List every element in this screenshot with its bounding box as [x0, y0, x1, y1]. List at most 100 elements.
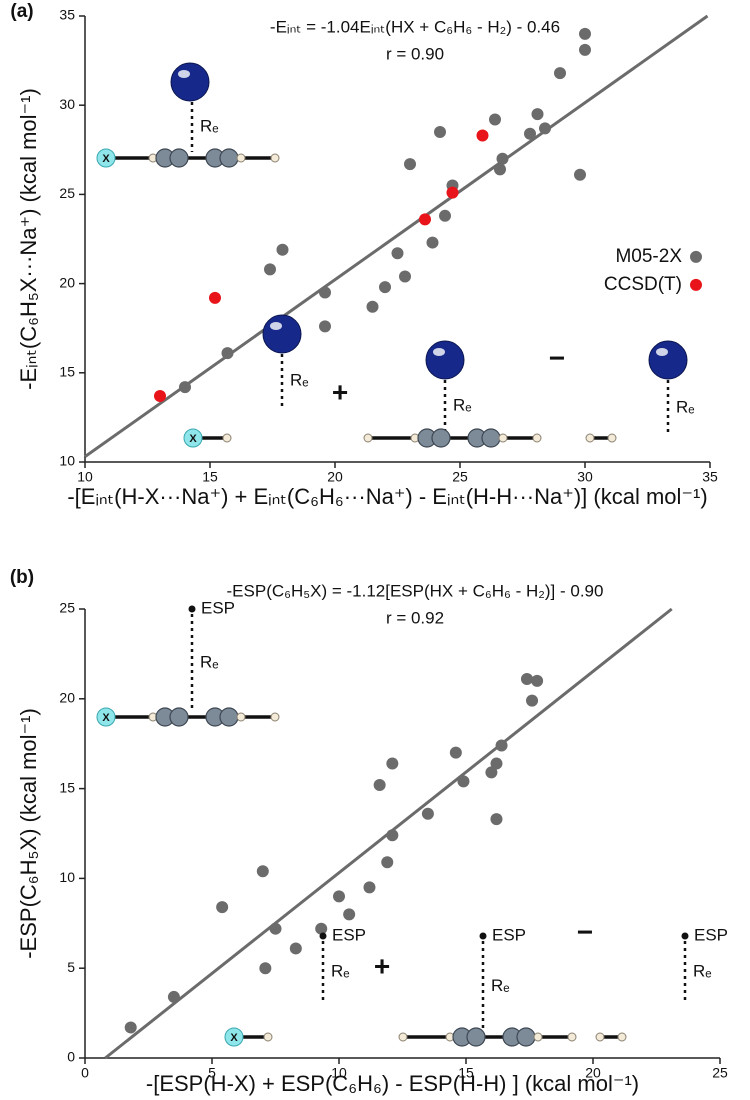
data-point — [379, 281, 391, 294]
carbon-atom — [169, 707, 189, 727]
distance-label: Rₑ — [290, 370, 309, 389]
data-point — [319, 320, 331, 333]
data-point — [434, 125, 446, 138]
hydrogen-atom — [607, 433, 617, 443]
hydrogen-atom — [567, 1032, 577, 1042]
x-tick-label: 25 — [712, 1065, 728, 1081]
data-point — [554, 67, 566, 80]
y-tick-label: 20 — [59, 690, 75, 706]
data-point — [333, 890, 345, 903]
data-point — [531, 674, 544, 687]
distance-label: Rₑ — [693, 961, 712, 980]
hydrogen-atom — [617, 1032, 627, 1042]
carbon-atom — [516, 1027, 536, 1047]
carbon-atom — [169, 148, 189, 168]
chart-subtitle: r = 0.90 — [386, 44, 444, 63]
data-point — [221, 347, 234, 360]
data-point — [124, 1021, 137, 1034]
data-point — [179, 381, 191, 394]
y-axis-label: -Eᵢₙₜ(C₆H₅X···Na⁺) (kcal mol⁻¹) — [16, 88, 41, 390]
data-point — [531, 108, 544, 121]
data-point — [539, 122, 551, 135]
data-point — [399, 270, 411, 283]
operator: + — [374, 950, 390, 981]
halogen-atom — [96, 148, 116, 168]
data-point — [404, 158, 416, 171]
data-point — [259, 962, 272, 975]
esp-probe — [681, 932, 689, 940]
data-point — [485, 766, 498, 779]
data-point — [574, 168, 586, 181]
esp-probe — [479, 932, 487, 940]
hydrogen-atom — [398, 1032, 408, 1042]
data-point — [494, 163, 506, 176]
probe-label: ESP — [694, 925, 728, 944]
chart-title: -ESP(C₆H₅X) = -1.12[ESP(HX + C₆H₆ - H₂)]… — [227, 581, 604, 600]
y-tick-label: 35 — [59, 7, 75, 23]
x-tick-label: 15 — [458, 1065, 474, 1081]
data-point — [289, 942, 302, 955]
data-point — [495, 739, 508, 752]
sodium-ion — [170, 62, 210, 102]
data-point — [421, 807, 434, 820]
data-point — [439, 209, 451, 222]
distance-label: Rₑ — [200, 652, 219, 671]
x-tick-label: 15 — [202, 469, 218, 485]
hydrogen-atom — [595, 1032, 605, 1042]
highlight — [656, 348, 668, 356]
data-point — [315, 922, 328, 935]
data-point — [216, 901, 229, 914]
data-point — [520, 673, 533, 686]
halogen-label: X — [102, 712, 110, 724]
halogen-label: X — [230, 1032, 238, 1044]
y-tick-label: 20 — [59, 274, 75, 290]
panel-label: (b) — [10, 567, 34, 588]
halogen-label: X — [189, 433, 197, 445]
probe-label: ESP — [332, 925, 366, 944]
y-tick-label: 25 — [59, 185, 75, 201]
data-point — [489, 113, 501, 126]
data-point — [476, 129, 489, 142]
x-tick-label: 35 — [702, 469, 718, 485]
data-point — [496, 152, 509, 165]
legend-label: CCSD(T) — [604, 274, 682, 295]
x-tick-label: 0 — [81, 1065, 89, 1081]
highlight — [270, 322, 282, 330]
y-tick-label: 30 — [59, 96, 75, 112]
data-point — [490, 757, 503, 770]
x-tick-label: 20 — [327, 469, 343, 485]
distance-label: Rₑ — [491, 976, 510, 995]
chart-subtitle: r = 0.92 — [386, 608, 444, 627]
carbon-atom — [219, 148, 239, 168]
hydrogen-atom — [236, 712, 246, 722]
data-point — [373, 779, 386, 792]
probe-label: ESP — [492, 925, 526, 944]
hydrogen-atom — [236, 153, 246, 163]
data-point — [524, 127, 536, 140]
distance-label: Rₑ — [676, 397, 695, 416]
data-point — [490, 813, 503, 826]
carbon-atom — [481, 428, 501, 448]
legend-marker — [690, 278, 702, 291]
hydrogen-atom — [270, 153, 280, 163]
data-point — [167, 990, 180, 1003]
data-point — [363, 881, 376, 894]
x-tick-label: 10 — [77, 469, 93, 485]
carbon-atom — [219, 707, 239, 727]
sodium-ion — [262, 314, 302, 354]
y-tick-label: 10 — [59, 453, 75, 469]
x-tick-label: 20 — [585, 1065, 601, 1081]
x-tick-label: 5 — [208, 1065, 216, 1081]
x-axis-label: -[Eᵢₙₜ(H-X···Na⁺) + Eᵢₙₜ(C₆H₆···Na⁺) - E… — [67, 484, 707, 509]
data-point — [264, 263, 276, 276]
halogen-atom — [224, 1027, 244, 1047]
sodium-ion — [425, 340, 465, 380]
hydrogen-atom — [585, 433, 595, 443]
hydrogen-atom — [498, 433, 508, 443]
hydrogen-atom — [363, 433, 373, 443]
x-tick-label: 25 — [452, 469, 468, 485]
data-point — [269, 922, 282, 935]
data-point — [579, 43, 591, 56]
data-point — [526, 694, 539, 707]
